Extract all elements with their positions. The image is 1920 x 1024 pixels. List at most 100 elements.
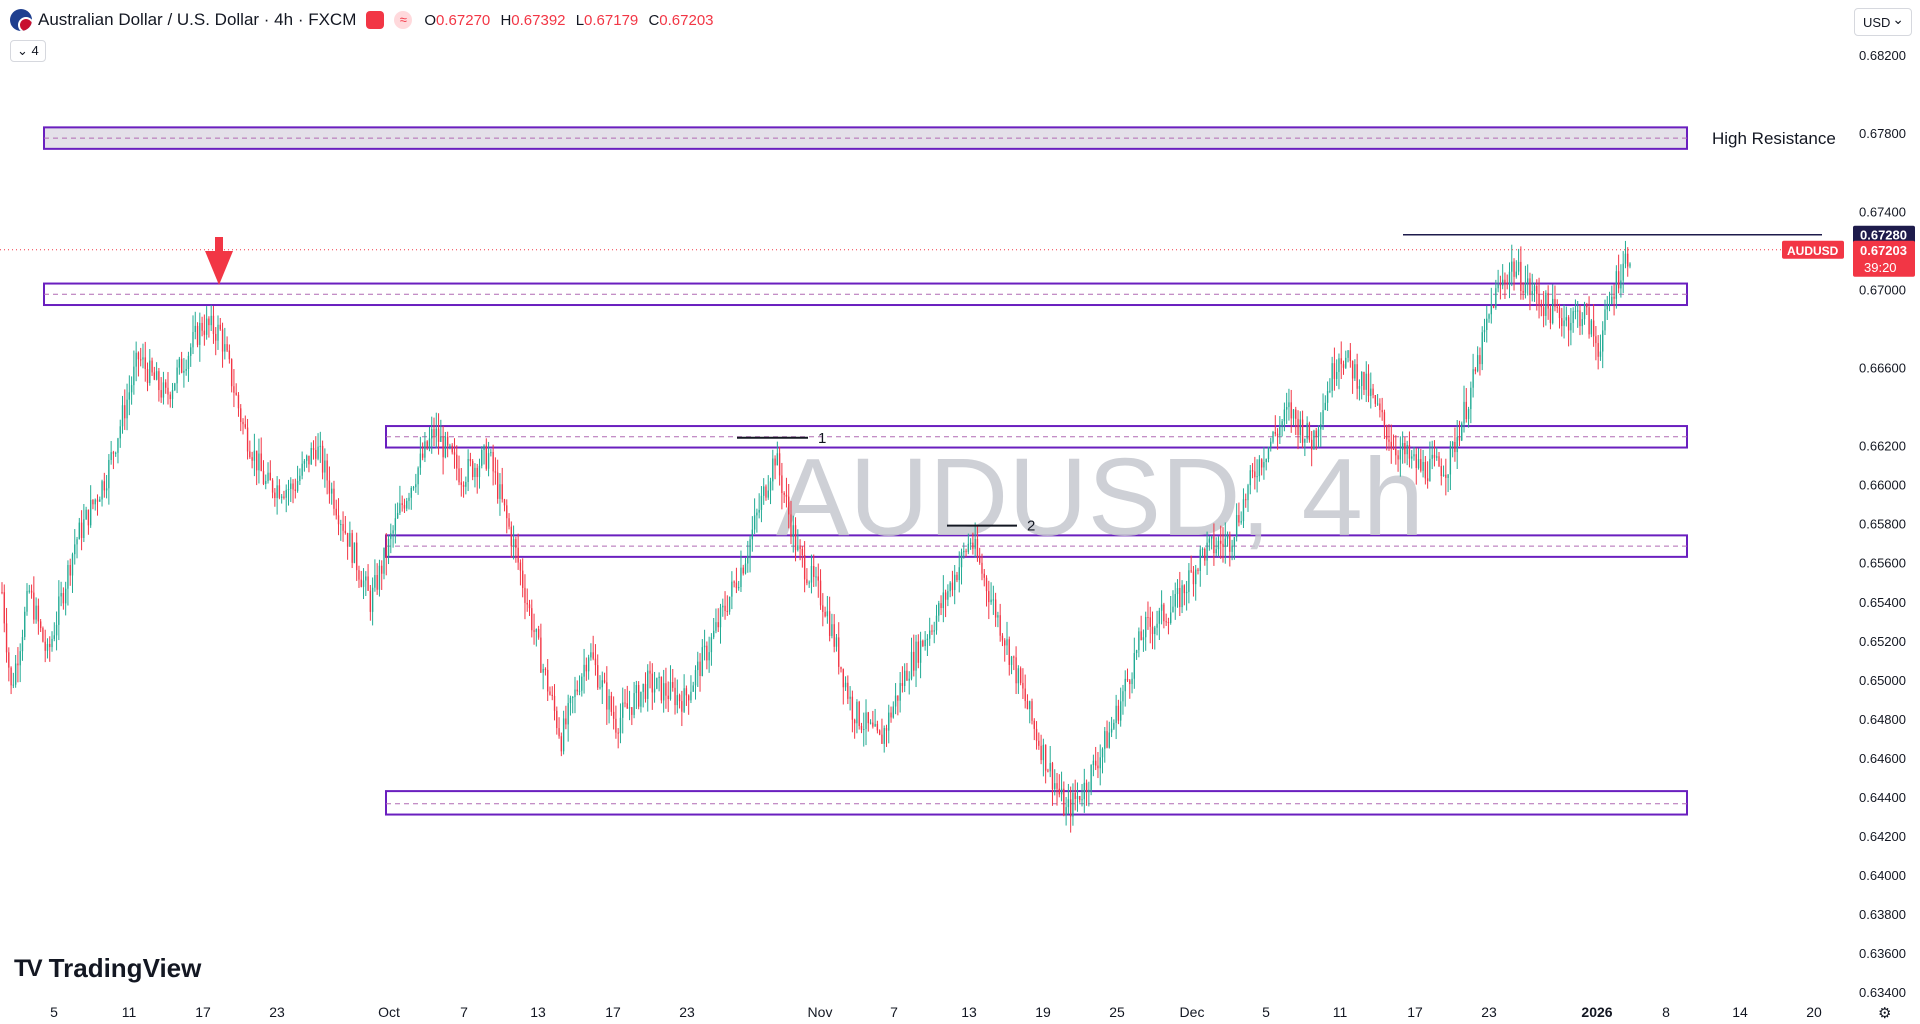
candle-body <box>1242 499 1245 522</box>
candle-body <box>1254 471 1256 478</box>
candle-body <box>1454 441 1456 453</box>
candle-body <box>1431 454 1433 459</box>
tradingview-logo[interactable]: TV TradingView <box>14 953 201 984</box>
settings-icon[interactable]: ⚙ <box>1878 1005 1892 1022</box>
candle-body <box>135 352 137 367</box>
candle-body <box>267 472 269 482</box>
candle-body <box>728 596 731 612</box>
candle-body <box>305 455 308 461</box>
candle-body <box>692 685 694 692</box>
candle-body <box>1056 783 1058 789</box>
candle-body <box>1572 311 1574 323</box>
candle-body <box>1197 569 1199 571</box>
candle-body <box>1506 283 1508 285</box>
currency-select[interactable]: USD <box>1854 5 1912 36</box>
candle-body <box>1349 350 1352 361</box>
candle-body <box>1019 668 1022 683</box>
candle-body <box>1531 291 1533 295</box>
candle-body <box>1147 617 1149 619</box>
candle-body <box>901 683 904 686</box>
candle-body <box>137 352 140 360</box>
candle-body <box>308 455 310 465</box>
candle-body <box>1295 409 1297 419</box>
candle-body <box>1217 540 1220 550</box>
candle-body <box>969 542 972 544</box>
candle-body <box>260 453 262 471</box>
candle-body <box>808 582 810 584</box>
candle-body <box>1231 545 1233 552</box>
candle-body <box>456 454 458 469</box>
candle-body <box>1424 461 1427 479</box>
candle-body <box>1174 594 1176 607</box>
candle-body <box>1354 364 1356 379</box>
candle-body <box>776 453 779 466</box>
candle-body <box>1372 388 1374 396</box>
candle-body <box>847 682 849 699</box>
candle-body <box>1627 253 1629 267</box>
candle-body <box>478 465 481 478</box>
candle-body <box>351 533 353 563</box>
candle-body <box>1206 542 1208 561</box>
candle-body <box>1404 443 1406 455</box>
candle-body <box>62 593 65 604</box>
candle-body <box>146 369 149 383</box>
candle-body <box>160 390 162 398</box>
candle-body <box>544 668 547 670</box>
candle-body <box>590 652 592 658</box>
time-tick-label: 17 <box>195 1004 211 1020</box>
candle-body <box>346 533 349 547</box>
candle-body <box>831 624 833 636</box>
candle-body <box>1426 478 1429 482</box>
price-tick-label: 0.65600 <box>1859 556 1906 571</box>
candle-body <box>906 670 908 681</box>
price-axis[interactable]: 0.68200 0.67800 0.67400 0.67000 0.66600 0.662… <box>1782 48 1915 1000</box>
candle-body <box>931 630 933 632</box>
candle-body <box>230 359 233 387</box>
candle-body <box>606 682 608 710</box>
candle-body <box>317 446 319 459</box>
candle-body <box>453 452 456 455</box>
candle-body <box>1406 445 1408 455</box>
candle-body <box>919 640 922 663</box>
candle-body <box>1160 604 1163 611</box>
candle-body <box>1029 701 1031 710</box>
time-axis[interactable]: 5 11 17 23 Oct 7 13 17 23 Nov 7 13 19 25 Dec 5 11 17 23 202… <box>50 1004 1822 1020</box>
candle-body <box>1292 409 1295 419</box>
price-tick-label: 0.63800 <box>1859 907 1906 922</box>
candle-body <box>399 503 401 513</box>
candle-body <box>733 581 735 583</box>
candle-body <box>144 357 146 370</box>
candle-body <box>496 472 499 499</box>
candle-body <box>376 575 378 590</box>
candle-body <box>794 525 797 551</box>
indicators-toggle[interactable]: ⌄ 4 <box>10 40 46 62</box>
candle-body <box>1324 402 1327 411</box>
candle-body <box>531 608 533 631</box>
candle-body <box>1563 320 1565 327</box>
candle-body <box>1331 363 1333 391</box>
candle-body <box>797 545 799 551</box>
candle-body <box>1299 419 1301 436</box>
candle-body <box>403 504 406 509</box>
candle-body <box>283 496 285 498</box>
candle-body <box>972 542 974 549</box>
candle-body <box>1213 536 1215 554</box>
delayed-data-icon[interactable]: ≈ <box>394 11 413 29</box>
candle-body <box>1104 731 1106 749</box>
candle-body <box>219 324 221 330</box>
candle-body <box>310 448 312 465</box>
market-closed-icon[interactable] <box>366 11 385 29</box>
candle-body <box>1376 403 1379 405</box>
candle-body <box>1220 540 1222 544</box>
symbol-title[interactable]: Australian Dollar / U.S. Dollar · 4h · F… <box>38 10 357 29</box>
candle-body <box>781 475 783 494</box>
candle-body <box>89 499 92 526</box>
candle-body <box>672 682 674 688</box>
candle-body <box>1192 571 1195 585</box>
time-tick-label: 14 <box>1732 1004 1748 1020</box>
candle-body <box>647 670 649 699</box>
candle-body <box>1226 534 1229 539</box>
candle-body <box>1333 363 1336 379</box>
candle-body <box>1267 446 1270 460</box>
